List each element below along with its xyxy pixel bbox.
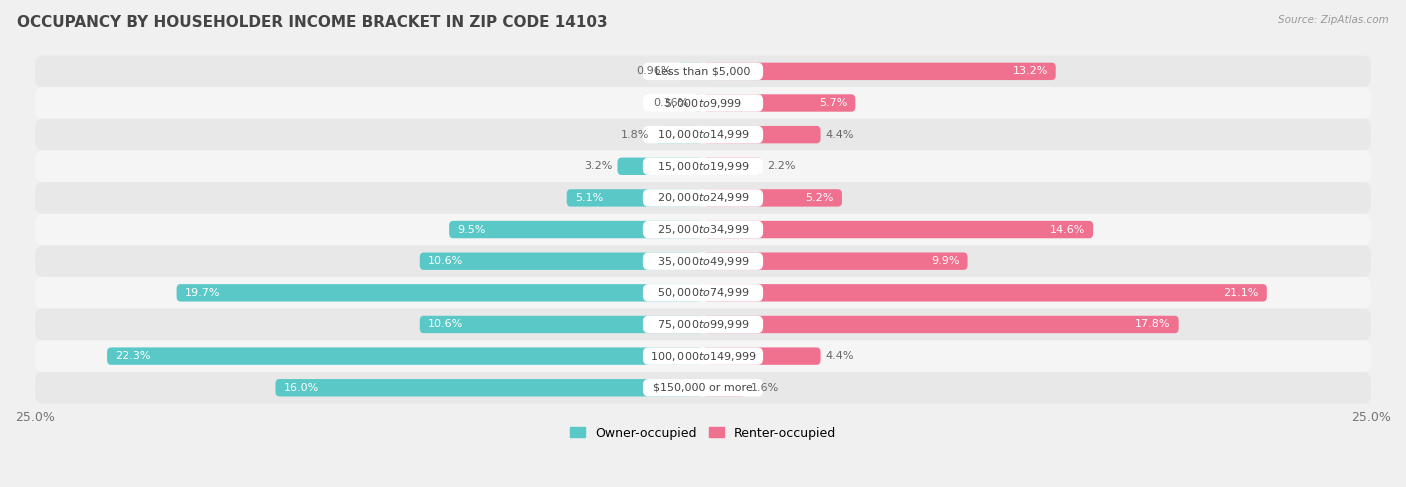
FancyBboxPatch shape — [703, 158, 762, 175]
Text: $35,000 to $49,999: $35,000 to $49,999 — [657, 255, 749, 268]
FancyBboxPatch shape — [643, 347, 763, 365]
FancyBboxPatch shape — [655, 126, 703, 143]
Text: $150,000 or more: $150,000 or more — [654, 383, 752, 393]
Text: 17.8%: 17.8% — [1135, 319, 1171, 330]
FancyBboxPatch shape — [449, 221, 703, 238]
FancyBboxPatch shape — [617, 158, 703, 175]
FancyBboxPatch shape — [420, 316, 703, 333]
FancyBboxPatch shape — [35, 87, 1371, 119]
FancyBboxPatch shape — [703, 63, 1056, 80]
Text: 4.4%: 4.4% — [825, 351, 855, 361]
FancyBboxPatch shape — [35, 150, 1371, 182]
Text: $15,000 to $19,999: $15,000 to $19,999 — [657, 160, 749, 173]
FancyBboxPatch shape — [678, 63, 703, 80]
Text: 19.7%: 19.7% — [184, 288, 221, 298]
FancyBboxPatch shape — [35, 56, 1371, 87]
FancyBboxPatch shape — [643, 158, 763, 175]
FancyBboxPatch shape — [643, 63, 763, 80]
FancyBboxPatch shape — [107, 347, 703, 365]
FancyBboxPatch shape — [703, 189, 842, 206]
Text: 4.4%: 4.4% — [825, 130, 855, 140]
Text: 10.6%: 10.6% — [427, 256, 463, 266]
FancyBboxPatch shape — [177, 284, 703, 301]
Text: $75,000 to $99,999: $75,000 to $99,999 — [657, 318, 749, 331]
FancyBboxPatch shape — [643, 284, 763, 301]
Text: Source: ZipAtlas.com: Source: ZipAtlas.com — [1278, 15, 1389, 25]
Text: OCCUPANCY BY HOUSEHOLDER INCOME BRACKET IN ZIP CODE 14103: OCCUPANCY BY HOUSEHOLDER INCOME BRACKET … — [17, 15, 607, 30]
FancyBboxPatch shape — [703, 221, 1092, 238]
Text: $50,000 to $74,999: $50,000 to $74,999 — [657, 286, 749, 300]
Text: $10,000 to $14,999: $10,000 to $14,999 — [657, 128, 749, 141]
FancyBboxPatch shape — [703, 252, 967, 270]
Text: 22.3%: 22.3% — [115, 351, 150, 361]
FancyBboxPatch shape — [35, 245, 1371, 277]
FancyBboxPatch shape — [35, 214, 1371, 245]
Text: 5.7%: 5.7% — [818, 98, 848, 108]
FancyBboxPatch shape — [643, 221, 763, 238]
Text: 2.2%: 2.2% — [768, 161, 796, 171]
FancyBboxPatch shape — [643, 379, 763, 396]
FancyBboxPatch shape — [643, 316, 763, 333]
Text: 9.9%: 9.9% — [931, 256, 959, 266]
FancyBboxPatch shape — [703, 316, 1178, 333]
FancyBboxPatch shape — [35, 277, 1371, 309]
Text: 1.8%: 1.8% — [621, 130, 650, 140]
Text: 14.6%: 14.6% — [1050, 225, 1085, 235]
Text: 0.96%: 0.96% — [637, 66, 672, 76]
Legend: Owner-occupied, Renter-occupied: Owner-occupied, Renter-occupied — [565, 422, 841, 445]
FancyBboxPatch shape — [35, 119, 1371, 150]
FancyBboxPatch shape — [567, 189, 703, 206]
FancyBboxPatch shape — [420, 252, 703, 270]
Text: $20,000 to $24,999: $20,000 to $24,999 — [657, 191, 749, 205]
FancyBboxPatch shape — [703, 347, 821, 365]
Text: 5.2%: 5.2% — [806, 193, 834, 203]
Text: 16.0%: 16.0% — [284, 383, 319, 393]
FancyBboxPatch shape — [643, 126, 763, 143]
FancyBboxPatch shape — [276, 379, 703, 396]
Text: 5.1%: 5.1% — [575, 193, 603, 203]
FancyBboxPatch shape — [643, 94, 763, 112]
FancyBboxPatch shape — [643, 252, 763, 270]
FancyBboxPatch shape — [703, 284, 1267, 301]
FancyBboxPatch shape — [35, 340, 1371, 372]
FancyBboxPatch shape — [703, 94, 855, 112]
Text: $100,000 to $149,999: $100,000 to $149,999 — [650, 350, 756, 363]
FancyBboxPatch shape — [35, 372, 1371, 404]
FancyBboxPatch shape — [693, 94, 703, 112]
Text: 9.5%: 9.5% — [457, 225, 485, 235]
Text: 21.1%: 21.1% — [1223, 288, 1258, 298]
Text: 3.2%: 3.2% — [583, 161, 612, 171]
Text: 13.2%: 13.2% — [1012, 66, 1047, 76]
Text: 1.6%: 1.6% — [751, 383, 779, 393]
FancyBboxPatch shape — [35, 309, 1371, 340]
Text: 0.36%: 0.36% — [652, 98, 688, 108]
FancyBboxPatch shape — [35, 182, 1371, 214]
Text: $5,000 to $9,999: $5,000 to $9,999 — [664, 96, 742, 110]
FancyBboxPatch shape — [703, 126, 821, 143]
FancyBboxPatch shape — [703, 379, 745, 396]
Text: 10.6%: 10.6% — [427, 319, 463, 330]
FancyBboxPatch shape — [643, 189, 763, 206]
Text: Less than $5,000: Less than $5,000 — [655, 66, 751, 76]
Text: $25,000 to $34,999: $25,000 to $34,999 — [657, 223, 749, 236]
